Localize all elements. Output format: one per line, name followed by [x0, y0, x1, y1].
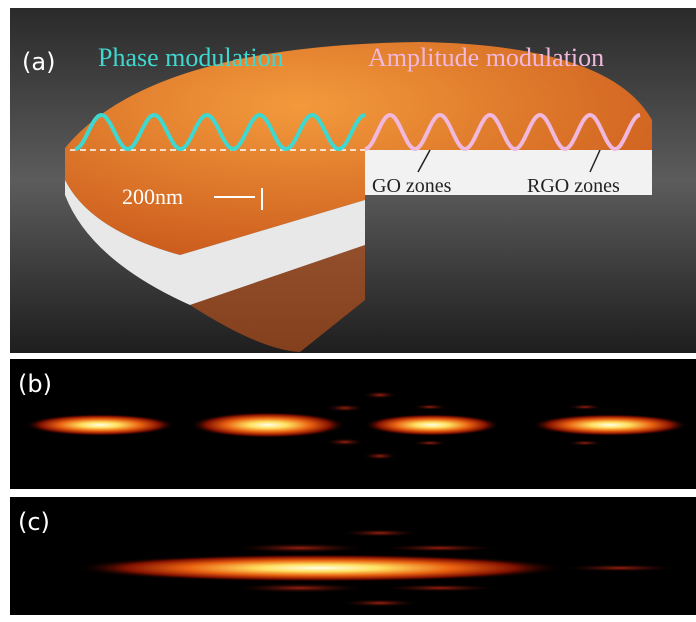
- side-lobe: [325, 404, 365, 412]
- side-lobe: [325, 438, 365, 446]
- focal-spot: [25, 414, 175, 436]
- panel-a-label: (a): [22, 48, 55, 76]
- side-lobe: [560, 564, 680, 572]
- side-lobe: [340, 599, 420, 607]
- focal-spot: [190, 412, 346, 438]
- side-lobe: [362, 452, 398, 460]
- side-lobe: [567, 440, 603, 446]
- side-lobe: [230, 583, 370, 593]
- side-lobe: [412, 440, 448, 446]
- phase-label: Phase modulation: [98, 43, 284, 72]
- focal-line: [75, 554, 565, 582]
- panel-b-label: (b): [18, 370, 52, 398]
- side-lobe: [412, 404, 448, 410]
- amplitude-label: Amplitude modulation: [368, 43, 604, 72]
- side-lobe: [567, 404, 603, 410]
- thickness-label: 200nm: [122, 184, 183, 209]
- go-label: GO zones: [372, 175, 452, 197]
- side-lobe: [380, 544, 500, 552]
- side-lobe: [230, 543, 370, 553]
- focal-spot: [532, 414, 688, 436]
- side-lobe: [380, 584, 500, 592]
- focal-spot: [364, 414, 500, 436]
- side-lobe: [362, 391, 398, 399]
- figure: (a) Phase modulation Amplitude modulatio…: [0, 0, 696, 622]
- rgo-label: RGO zones: [527, 175, 620, 197]
- panel-c-label: (c): [18, 508, 50, 536]
- side-lobe: [340, 529, 420, 537]
